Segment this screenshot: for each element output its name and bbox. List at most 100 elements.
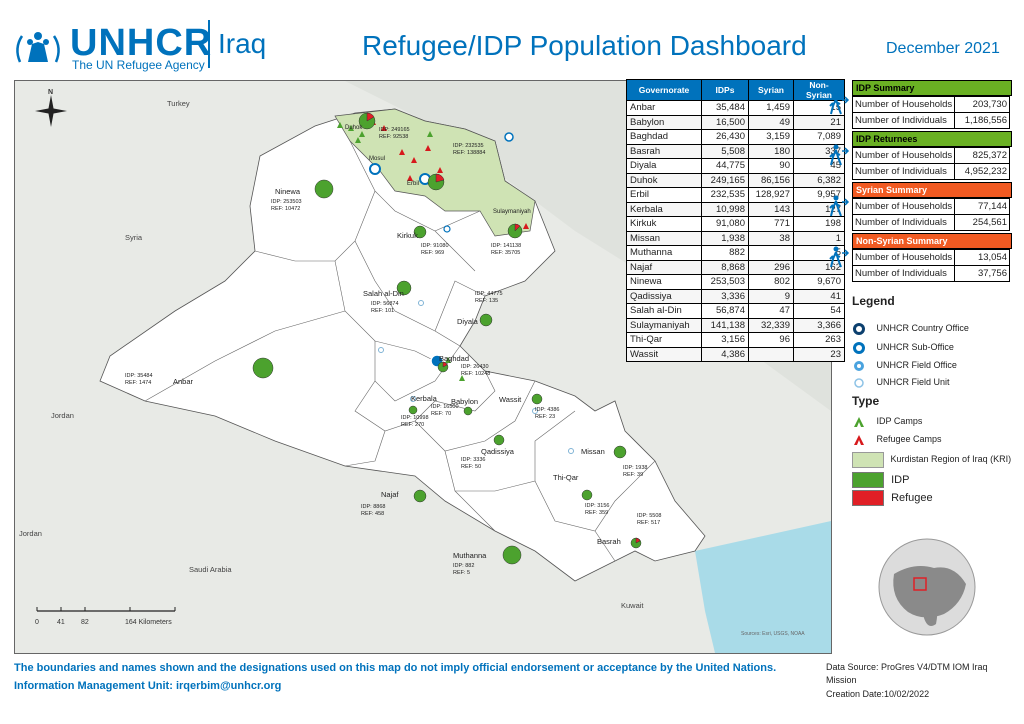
value-cell: 21 bbox=[793, 114, 845, 130]
summary-box: Syrian Summary Number of Households 77,144… bbox=[851, 182, 1012, 231]
north-arrow-icon bbox=[35, 95, 67, 127]
sub-office-icon bbox=[853, 342, 865, 354]
gov-stats-erbil: IDP: 232535 REF: 138884 bbox=[453, 143, 486, 156]
gov-label-baghdad: Baghdad bbox=[439, 354, 470, 363]
refugee-arrow-icon bbox=[829, 246, 850, 268]
map-canvas bbox=[15, 81, 831, 653]
value-cell: 1 bbox=[793, 230, 845, 246]
value-cell: 54 bbox=[793, 303, 845, 319]
governorate-name-cell: Sulaymaniyah bbox=[626, 317, 702, 333]
value-cell: 35,484 bbox=[701, 100, 749, 116]
gov-label-thi-qar: Thi-Qar bbox=[553, 473, 579, 482]
governorate-table: Governorate IDPs Syrian Non-Syrian Anbar… bbox=[626, 79, 845, 362]
value-cell: 128,927 bbox=[748, 187, 794, 203]
value-cell: 10,998 bbox=[701, 201, 749, 217]
summary-row: Number of Households 825,372 bbox=[851, 147, 1010, 164]
country-label-syria: Syria bbox=[125, 233, 143, 242]
gov-label-kirkuk: Kirkuk bbox=[397, 231, 418, 240]
gov-label-basrah: Basrah bbox=[597, 537, 621, 546]
value-cell: 143 bbox=[748, 201, 794, 217]
country-name: Iraq bbox=[218, 28, 267, 59]
kri-swatch bbox=[852, 452, 884, 468]
header: UNHCR The UN Refugee Agency Iraq Refugee… bbox=[0, 0, 1024, 78]
returning-person-icon bbox=[829, 144, 850, 166]
summary-label: Number of Households bbox=[851, 96, 956, 113]
north-label: N bbox=[48, 89, 54, 96]
gov-label-ninewa: Ninewa bbox=[275, 187, 301, 196]
gov-label-salah-al-din: Salah al-Din bbox=[363, 289, 404, 298]
gov-stats-anbar: IDP: 35484 REF: 1474 bbox=[125, 373, 153, 386]
gov-stats-kirkuk: IDP: 91080 REF: 969 bbox=[421, 243, 449, 256]
summary-value: 1,186,556 bbox=[954, 112, 1010, 129]
scale-tick-164: 164 Kilometers bbox=[125, 619, 172, 626]
summary-row: Number of Households 13,054 bbox=[851, 249, 1010, 266]
summary-box: IDP Returnees Number of Households 825,372… bbox=[851, 131, 1012, 180]
gov-label-missan: Missan bbox=[581, 447, 605, 456]
value-cell: 3,366 bbox=[793, 317, 845, 333]
value-cell: 802 bbox=[748, 274, 794, 290]
value-cell: 56,874 bbox=[701, 303, 749, 319]
legend: Legend UNHCR Country Office UNHCR Sub-Of… bbox=[852, 294, 1022, 506]
gov-label-babylon: Babylon bbox=[451, 397, 479, 406]
legend-country-office: UNHCR Country Office bbox=[852, 322, 969, 336]
legend-title: Legend bbox=[852, 294, 895, 308]
table-row: Ninewa 253,503 802 9,670 bbox=[626, 274, 845, 290]
summary-table: Number of Households 13,054 Number of Indi… bbox=[851, 249, 1010, 282]
iraq-map[interactable]: N Turkey Syria Jordan Jordan Saudi Arabi… bbox=[14, 80, 832, 654]
contact-info: Information Management Unit: irqerbim@un… bbox=[14, 680, 282, 692]
summary-title: IDP Returnees bbox=[852, 131, 1012, 147]
value-cell: 47 bbox=[748, 303, 794, 319]
value-cell: 7,089 bbox=[793, 129, 845, 145]
refugee-arrow-icon bbox=[829, 195, 850, 217]
gov-stats-najaf: IDP: 8868 REF: 458 bbox=[361, 504, 386, 517]
col-governorate: Governorate bbox=[626, 79, 702, 101]
summary-table: Number of Households 825,372 Number of Ind… bbox=[851, 147, 1010, 180]
legend-idp: IDP bbox=[852, 472, 909, 488]
value-cell: 26,430 bbox=[701, 129, 749, 145]
summary-row: Number of Individuals 1,186,556 bbox=[851, 112, 1010, 129]
legend-sub-office: UNHCR Sub-Office bbox=[852, 341, 954, 355]
map-attribution: Sources: Esri, USGS, NOAA bbox=[741, 631, 805, 637]
gov-stats-qadissiya: IDP: 3336 REF: 50 bbox=[461, 457, 486, 470]
country-label-jordan-south: Jordan bbox=[19, 529, 42, 538]
summary-value: 825,372 bbox=[954, 147, 1010, 164]
value-cell: 263 bbox=[793, 332, 845, 348]
value-cell: 96 bbox=[748, 332, 794, 348]
value-cell: 141,138 bbox=[701, 317, 749, 333]
col-syrian: Syrian bbox=[748, 79, 794, 101]
summary-label: Number of Households bbox=[851, 249, 956, 266]
value-cell: 882 bbox=[701, 245, 749, 261]
gov-stats-baghdad: IDP: 26430 REF: 10248 bbox=[461, 364, 491, 377]
value-cell: 6,382 bbox=[793, 172, 845, 188]
summary-box: IDP Summary Number of Households 203,730 Nu… bbox=[851, 80, 1012, 129]
value-cell: 4,386 bbox=[701, 346, 749, 362]
value-cell: 253,503 bbox=[701, 274, 749, 290]
value-cell: 49 bbox=[748, 114, 794, 130]
value-cell: 44,775 bbox=[701, 158, 749, 174]
country-label-turkey: Turkey bbox=[167, 99, 190, 108]
table-row: Kirkuk 91,080 771 198 bbox=[626, 216, 845, 232]
gov-stats-babylon: IDP: 16500 REF: 70 bbox=[431, 404, 459, 417]
creation-date: Creation Date:10/02/2022 bbox=[826, 689, 930, 699]
value-cell: 3,159 bbox=[748, 129, 794, 145]
page-title: Refugee/IDP Population Dashboard bbox=[362, 30, 807, 61]
col-idps: IDPs bbox=[701, 79, 749, 101]
summary-table: Number of Households 77,144 Number of Indi… bbox=[851, 198, 1010, 231]
governorate-name-cell: Salah al-Din bbox=[626, 303, 702, 319]
governorate-boundaries bbox=[144, 140, 656, 562]
summary-value: 254,561 bbox=[954, 214, 1010, 231]
table-row: Najaf 8,868 296 162 bbox=[626, 259, 845, 275]
summary-table: Number of Households 203,730 Number of Ind… bbox=[851, 96, 1010, 129]
logo-divider bbox=[208, 20, 210, 68]
field-office-icon bbox=[854, 361, 864, 371]
legend-field-unit: UNHCR Field Unit bbox=[852, 376, 950, 390]
unhcr-emblem-icon bbox=[16, 32, 60, 63]
governorate-name-cell: Basrah bbox=[626, 143, 702, 159]
summary-row: Number of Individuals 4,952,232 bbox=[851, 163, 1010, 180]
table-row: Wassit 4,386 23 bbox=[626, 346, 845, 362]
gov-stats-wassit: IDP: 4386 REF: 23 bbox=[535, 407, 560, 420]
table-row: Kerbala 10,998 143 127 bbox=[626, 201, 845, 217]
table-row: Muthanna 882 5 bbox=[626, 245, 845, 261]
value-cell: 86,156 bbox=[748, 172, 794, 188]
gov-label-duhok: Duhok bbox=[345, 125, 363, 131]
